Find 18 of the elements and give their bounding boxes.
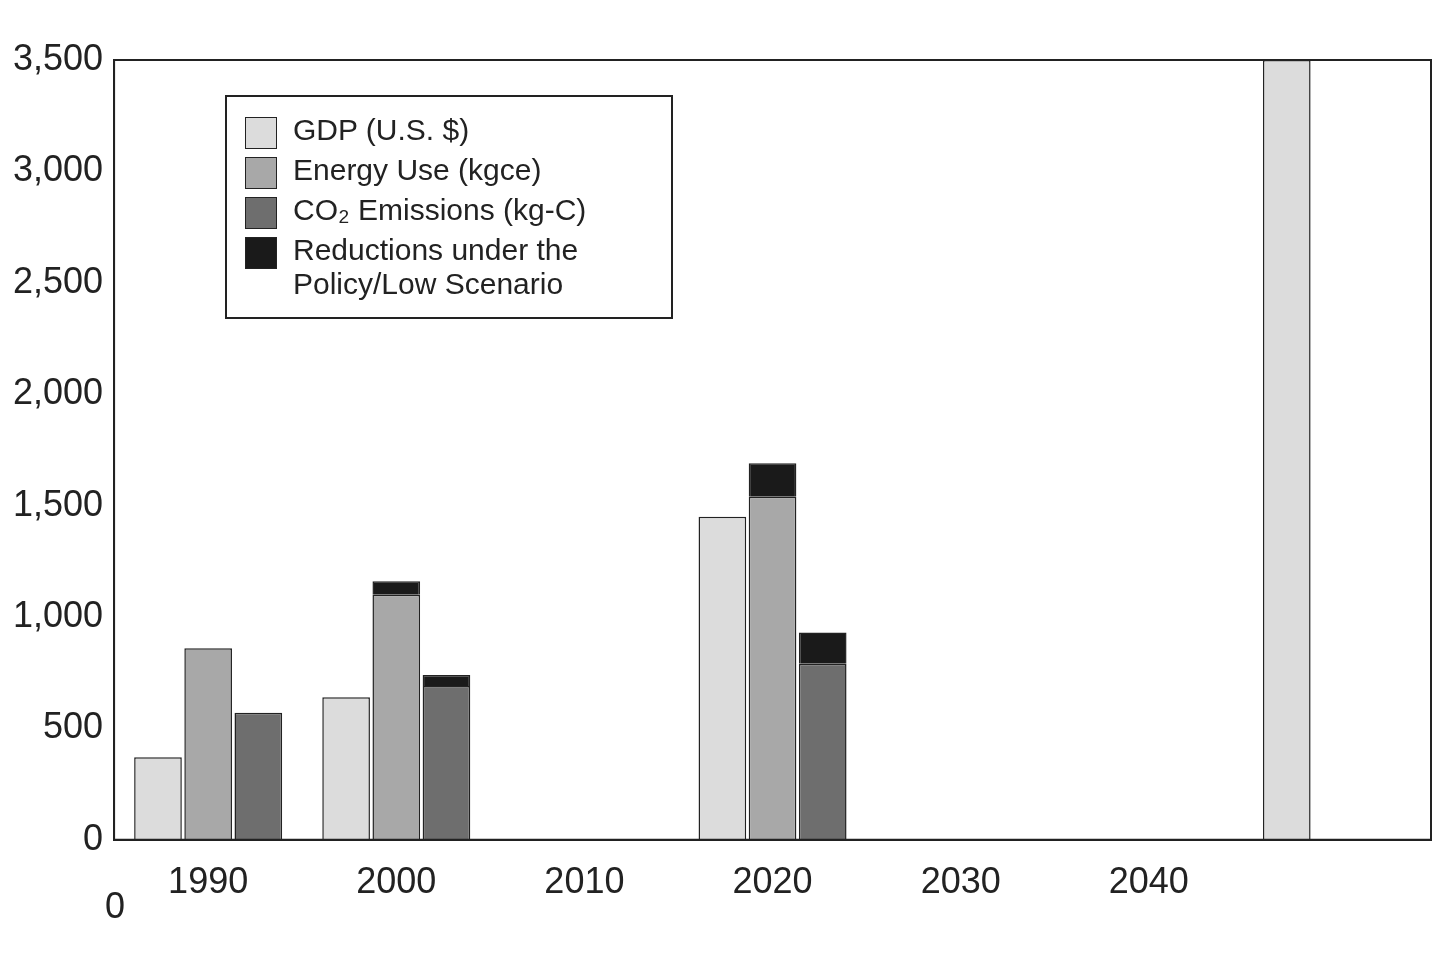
y-tick-label: 500 bbox=[43, 705, 104, 747]
x-tick-label: 2040 bbox=[1108, 860, 1189, 902]
y-tick-label: 3,000 bbox=[12, 148, 104, 190]
legend-label: Energy Use (kgce) bbox=[293, 153, 542, 187]
y-tick-label: 1,000 bbox=[12, 593, 104, 635]
legend-label: GDP (U.S. $) bbox=[293, 113, 470, 147]
y-tick-label: 0 bbox=[83, 816, 104, 858]
y-tick-label: 1,500 bbox=[12, 482, 104, 524]
y-tick-label: 3,500 bbox=[12, 36, 104, 78]
y-tick-label: 2,000 bbox=[12, 371, 104, 413]
x-tick-label: 2000 bbox=[356, 860, 437, 902]
y-tick-label: 2,500 bbox=[12, 259, 104, 301]
x-tick-label: 2020 bbox=[732, 860, 813, 902]
legend-label: Reductions under the Policy/Low Scenario bbox=[293, 233, 580, 301]
x-tick-label: 2010 bbox=[544, 860, 625, 902]
x-tick-label: 2030 bbox=[920, 860, 1001, 902]
legend-label: CO₂ Emissions (kg-C) bbox=[293, 193, 587, 227]
x-tick-label: 1990 bbox=[168, 860, 249, 902]
